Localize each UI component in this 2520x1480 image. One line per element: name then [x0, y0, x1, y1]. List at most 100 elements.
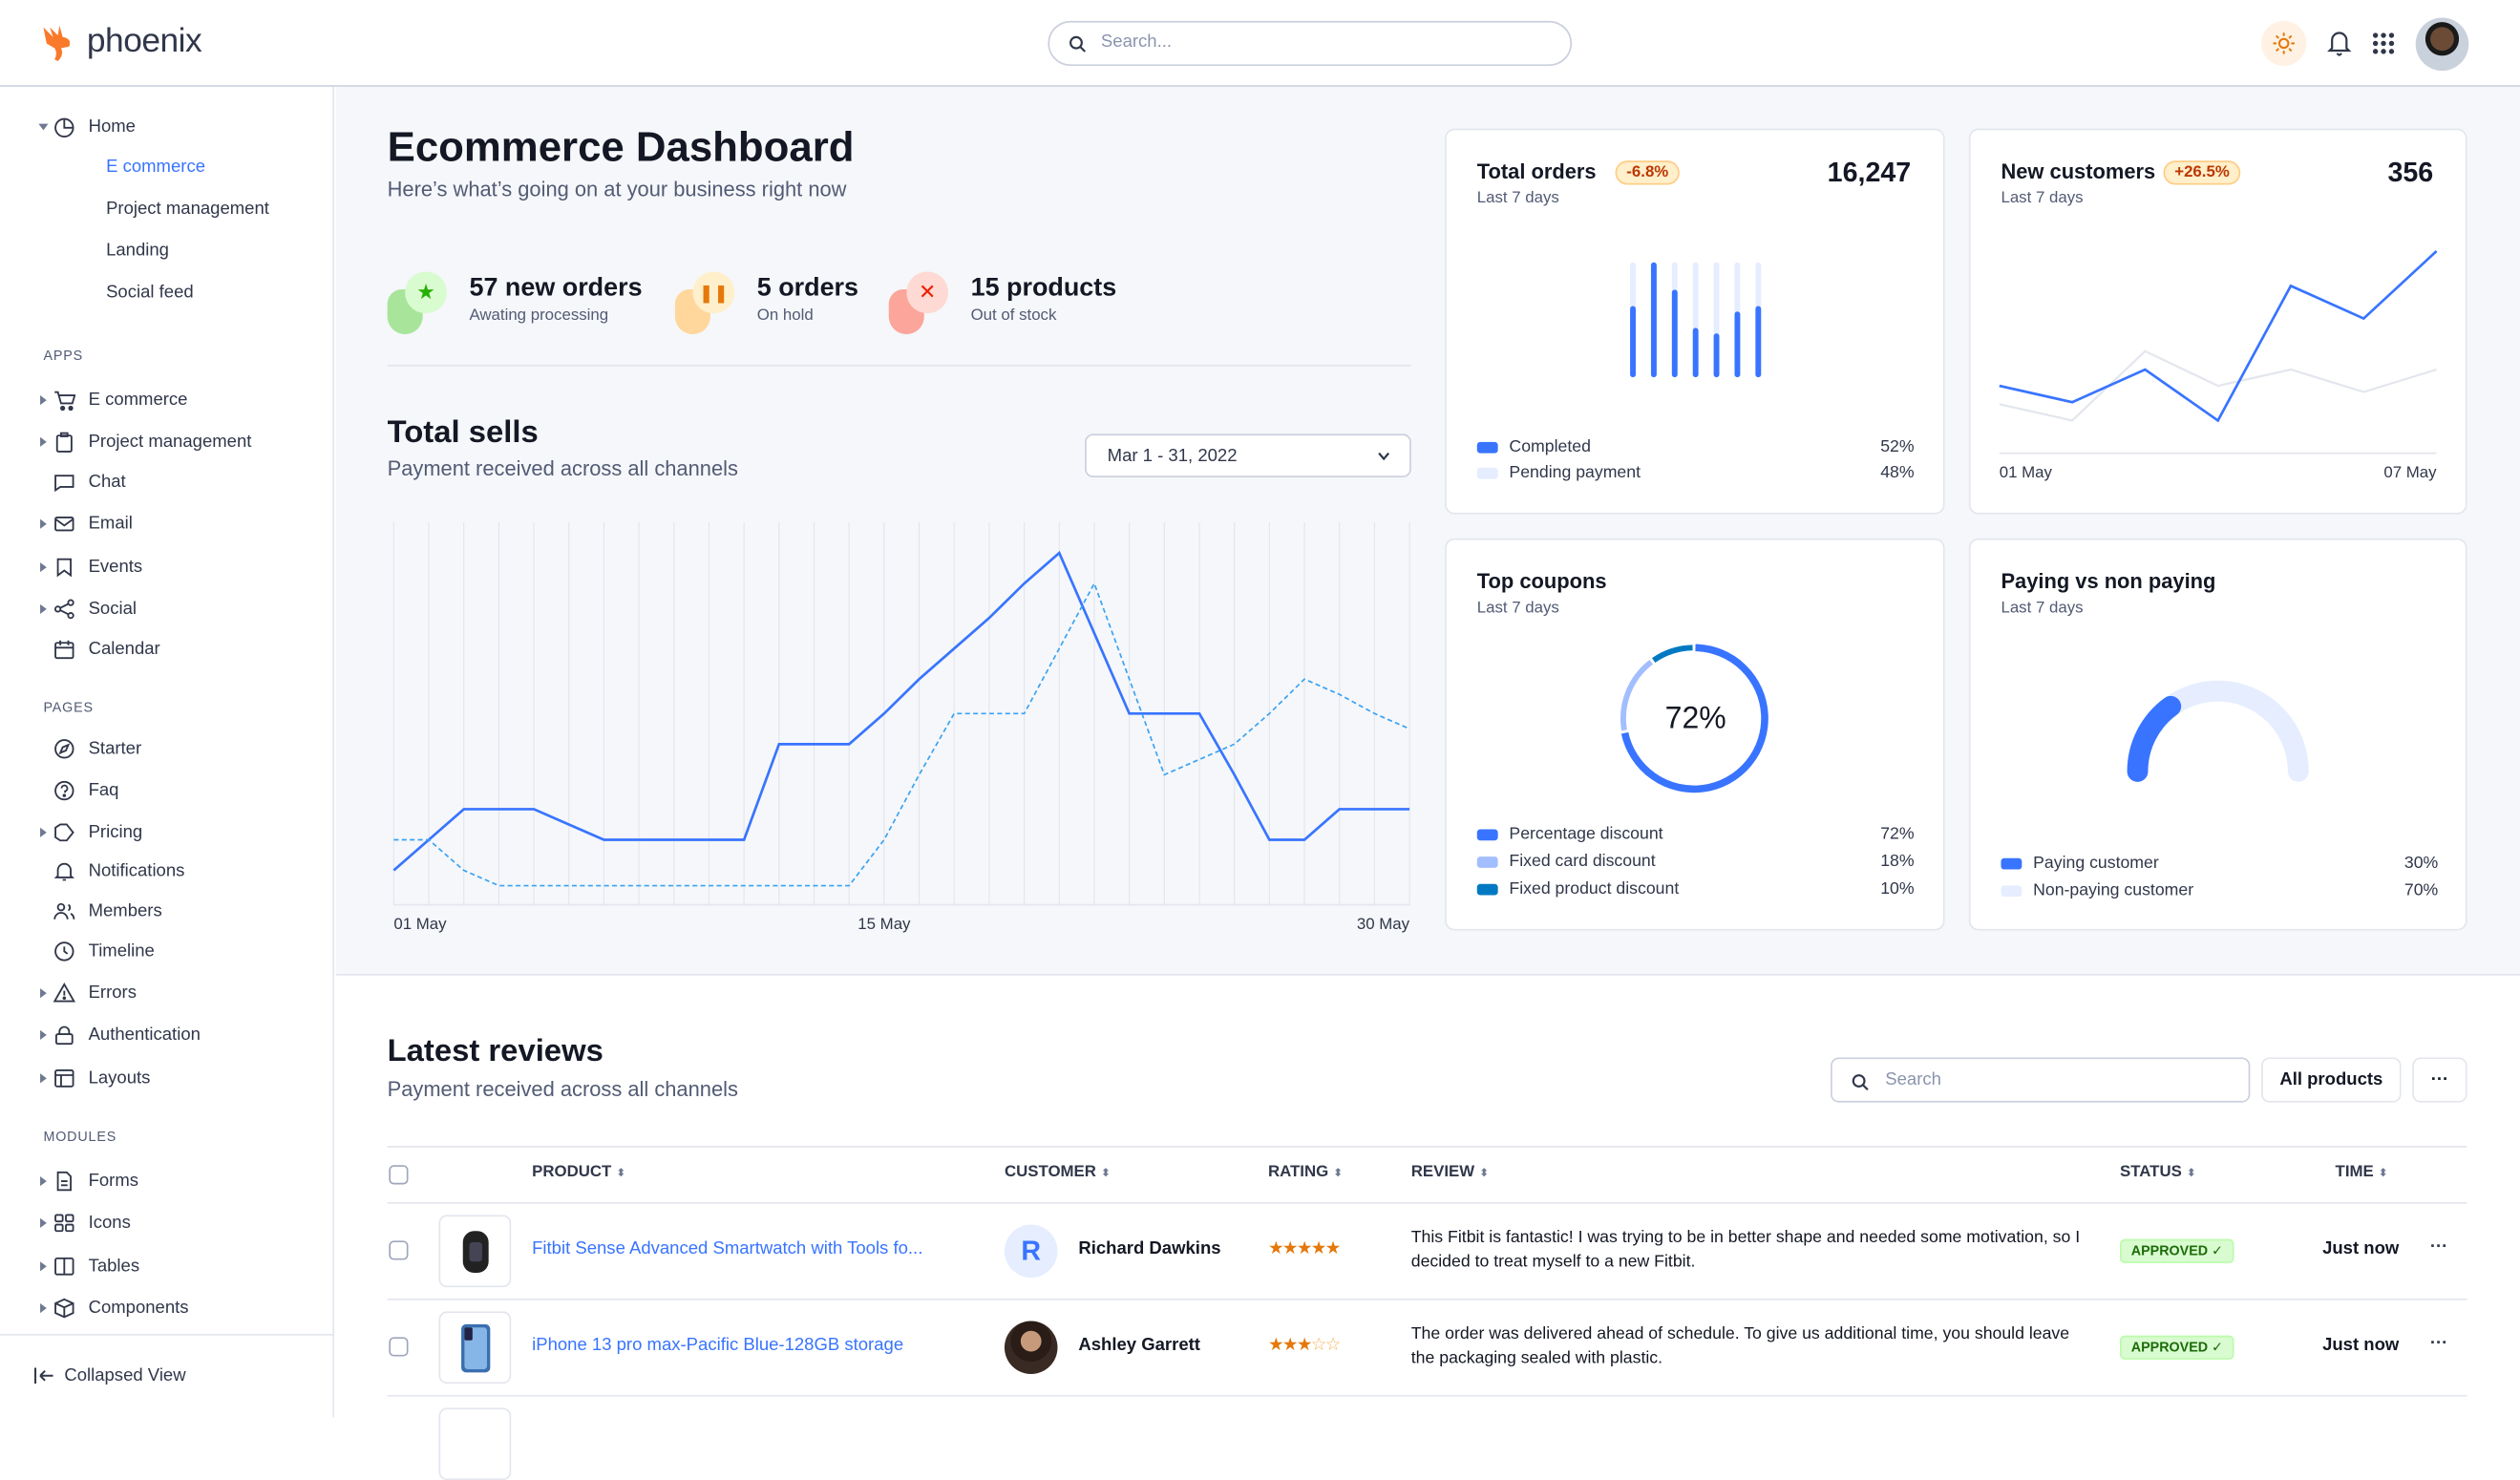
star-filled-icon: ★	[1297, 1336, 1311, 1355]
status-badge: APPROVED ✓	[2120, 1336, 2234, 1360]
search-placeholder: Search	[1885, 1070, 1941, 1089]
sort-icon: ⬍	[1479, 1169, 1489, 1180]
sidebar-item-label: Errors	[89, 983, 137, 1003]
caret-icon	[40, 1073, 47, 1083]
status-badge: APPROVED ✓	[2120, 1239, 2234, 1263]
review-time: Just now	[2322, 1239, 2399, 1258]
sort-icon: ⬍	[1333, 1169, 1343, 1180]
x-tick-label: 01 May	[2000, 463, 2053, 481]
table-border	[388, 1202, 2467, 1204]
row-checkbox[interactable]	[389, 1240, 408, 1259]
row-more-button[interactable]: ···	[2430, 1334, 2448, 1353]
donut-slice	[1654, 647, 1693, 660]
rating-stars: ★★★★★	[1268, 1237, 1340, 1258]
select-all-checkbox[interactable]	[389, 1165, 408, 1184]
alert-icon	[53, 982, 76, 1004]
customer-avatar	[1005, 1321, 1058, 1375]
sidebar-item-label: Icons	[89, 1214, 131, 1233]
series-line	[2000, 351, 2437, 421]
star-filled-icon: ★	[1311, 1239, 1325, 1258]
review-text: The order was delivered ahead of schedul…	[1411, 1322, 2086, 1370]
caret-icon	[40, 1030, 47, 1040]
sidebar-item-forms[interactable]: Forms	[0, 1165, 334, 1197]
package-icon	[53, 1297, 76, 1320]
star-filled-icon: ★	[1268, 1336, 1282, 1355]
row-divider	[388, 1299, 2467, 1300]
sidebar-item-components[interactable]: Components	[0, 1292, 334, 1324]
all-products-button[interactable]: All products	[2261, 1057, 2401, 1102]
star-filled-icon: ★	[1268, 1239, 1282, 1258]
product-image[interactable]	[438, 1215, 511, 1287]
card-charts: 01 May 07 May	[0, 0, 2520, 964]
caret-icon	[40, 1303, 47, 1313]
review-text: This Fitbit is fantastic! I was trying t…	[1411, 1226, 2086, 1274]
star-filled-icon: ★	[1325, 1239, 1340, 1258]
reviews-search-input[interactable]: Search	[1831, 1057, 2250, 1102]
sort-icon: ⬍	[2379, 1169, 2388, 1180]
sidebar-item-errors[interactable]: Errors	[0, 977, 334, 1009]
reviews-title: Latest reviews	[388, 1033, 604, 1070]
column-header-label: REVIEW	[1411, 1164, 1474, 1182]
lock-icon	[53, 1024, 76, 1047]
star-empty-icon: ☆	[1325, 1336, 1340, 1355]
grid-icon	[53, 1212, 76, 1235]
series-line	[2000, 251, 2437, 420]
star-filled-icon: ★	[1282, 1239, 1297, 1258]
layout-icon	[53, 1068, 76, 1090]
sort-icon: ⬍	[616, 1169, 625, 1180]
x-tick-label: 07 May	[2383, 463, 2437, 481]
sidebar-item-label: Tables	[89, 1257, 140, 1276]
column-header-label: TIME	[2336, 1164, 2374, 1182]
column-header-label: RATING	[1268, 1164, 1328, 1182]
sidebar-item-tables[interactable]: Tables	[0, 1250, 334, 1282]
sidebar-item-authentication[interactable]: Authentication	[0, 1019, 334, 1051]
column-header-customer[interactable]: CUSTOMER ⬍	[1005, 1164, 1111, 1182]
product-image	[438, 1407, 511, 1480]
caret-icon	[40, 988, 47, 998]
product-link[interactable]: Fitbit Sense Advanced Smartwatch with To…	[532, 1239, 922, 1258]
gauge-fill-paying	[2138, 707, 2171, 772]
table-border	[388, 1146, 2467, 1148]
column-header-label: PRODUCT	[532, 1164, 611, 1182]
product-link[interactable]: iPhone 13 pro max-Pacific Blue-128GB sto…	[532, 1336, 903, 1355]
star-filled-icon: ★	[1282, 1336, 1297, 1355]
customer-name[interactable]: Richard Dawkins	[1078, 1239, 1220, 1258]
review-time: Just now	[2322, 1336, 2399, 1355]
sidebar-item-layouts[interactable]: Layouts	[0, 1063, 334, 1095]
column-header-label: STATUS	[2120, 1164, 2182, 1182]
sidebar-item-label: Authentication	[89, 1025, 201, 1045]
search-icon	[1852, 1073, 1870, 1091]
donut-slice	[1623, 662, 1651, 729]
star-filled-icon: ★	[1297, 1239, 1311, 1258]
sidebar-item-label: Layouts	[89, 1068, 151, 1088]
rating-stars: ★★★☆☆	[1268, 1334, 1340, 1355]
sidebar-item-label: Components	[89, 1299, 189, 1318]
file-icon	[53, 1170, 76, 1193]
sort-icon: ⬍	[1101, 1169, 1111, 1180]
row-more-button[interactable]: ···	[2430, 1237, 2448, 1257]
customer-name[interactable]: Ashley Garrett	[1078, 1336, 1200, 1355]
column-header-time[interactable]: TIME ⬍	[2336, 1164, 2388, 1182]
row-checkbox[interactable]	[389, 1337, 408, 1356]
collapse-arrow-icon	[33, 1367, 54, 1384]
sort-icon: ⬍	[2187, 1169, 2196, 1180]
collapsed-view-button[interactable]: Collapsed View	[0, 1334, 334, 1418]
row-divider	[388, 1395, 2467, 1397]
sidebar-section-heading: MODULES	[43, 1129, 116, 1145]
caret-icon	[40, 1218, 47, 1228]
caret-icon	[40, 1176, 47, 1186]
columns-icon	[53, 1256, 76, 1279]
customer-avatar: R	[1005, 1225, 1058, 1279]
product-image[interactable]	[438, 1311, 511, 1384]
star-empty-icon: ☆	[1311, 1336, 1325, 1355]
column-header-product[interactable]: PRODUCT ⬍	[532, 1164, 625, 1182]
sidebar-item-icons[interactable]: Icons	[0, 1207, 334, 1239]
column-header-review[interactable]: REVIEW ⬍	[1411, 1164, 1489, 1182]
column-header-rating[interactable]: RATING ⬍	[1268, 1164, 1343, 1182]
collapsed-view-label: Collapsed View	[64, 1366, 185, 1385]
reviews-subtitle: Payment received across all channels	[388, 1077, 738, 1101]
column-header-status[interactable]: STATUS ⬍	[2120, 1164, 2196, 1182]
sidebar-item-label: Forms	[89, 1172, 138, 1191]
more-options-button[interactable]: ···	[2412, 1057, 2467, 1102]
column-header-label: CUSTOMER	[1005, 1164, 1096, 1182]
